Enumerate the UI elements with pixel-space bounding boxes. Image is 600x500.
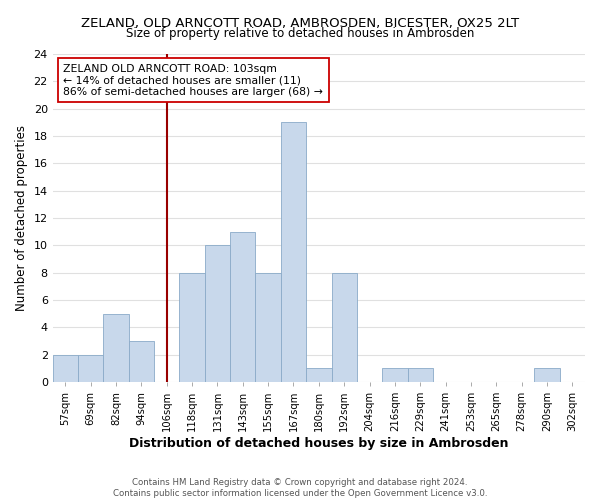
- Y-axis label: Number of detached properties: Number of detached properties: [15, 125, 28, 311]
- Bar: [205, 246, 230, 382]
- Bar: [53, 354, 78, 382]
- Bar: [103, 314, 129, 382]
- Bar: [78, 354, 103, 382]
- Text: Size of property relative to detached houses in Ambrosden: Size of property relative to detached ho…: [126, 28, 474, 40]
- Bar: [256, 272, 281, 382]
- Bar: [230, 232, 256, 382]
- X-axis label: Distribution of detached houses by size in Ambrosden: Distribution of detached houses by size …: [129, 437, 509, 450]
- Bar: [407, 368, 433, 382]
- Text: Contains HM Land Registry data © Crown copyright and database right 2024.
Contai: Contains HM Land Registry data © Crown c…: [113, 478, 487, 498]
- Bar: [332, 272, 357, 382]
- Bar: [129, 341, 154, 382]
- Text: ZELAND OLD ARNCOTT ROAD: 103sqm
← 14% of detached houses are smaller (11)
86% of: ZELAND OLD ARNCOTT ROAD: 103sqm ← 14% of…: [64, 64, 323, 97]
- Text: ZELAND, OLD ARNCOTT ROAD, AMBROSDEN, BICESTER, OX25 2LT: ZELAND, OLD ARNCOTT ROAD, AMBROSDEN, BIC…: [81, 18, 519, 30]
- Bar: [306, 368, 332, 382]
- Bar: [281, 122, 306, 382]
- Bar: [535, 368, 560, 382]
- Bar: [382, 368, 407, 382]
- Bar: [179, 272, 205, 382]
